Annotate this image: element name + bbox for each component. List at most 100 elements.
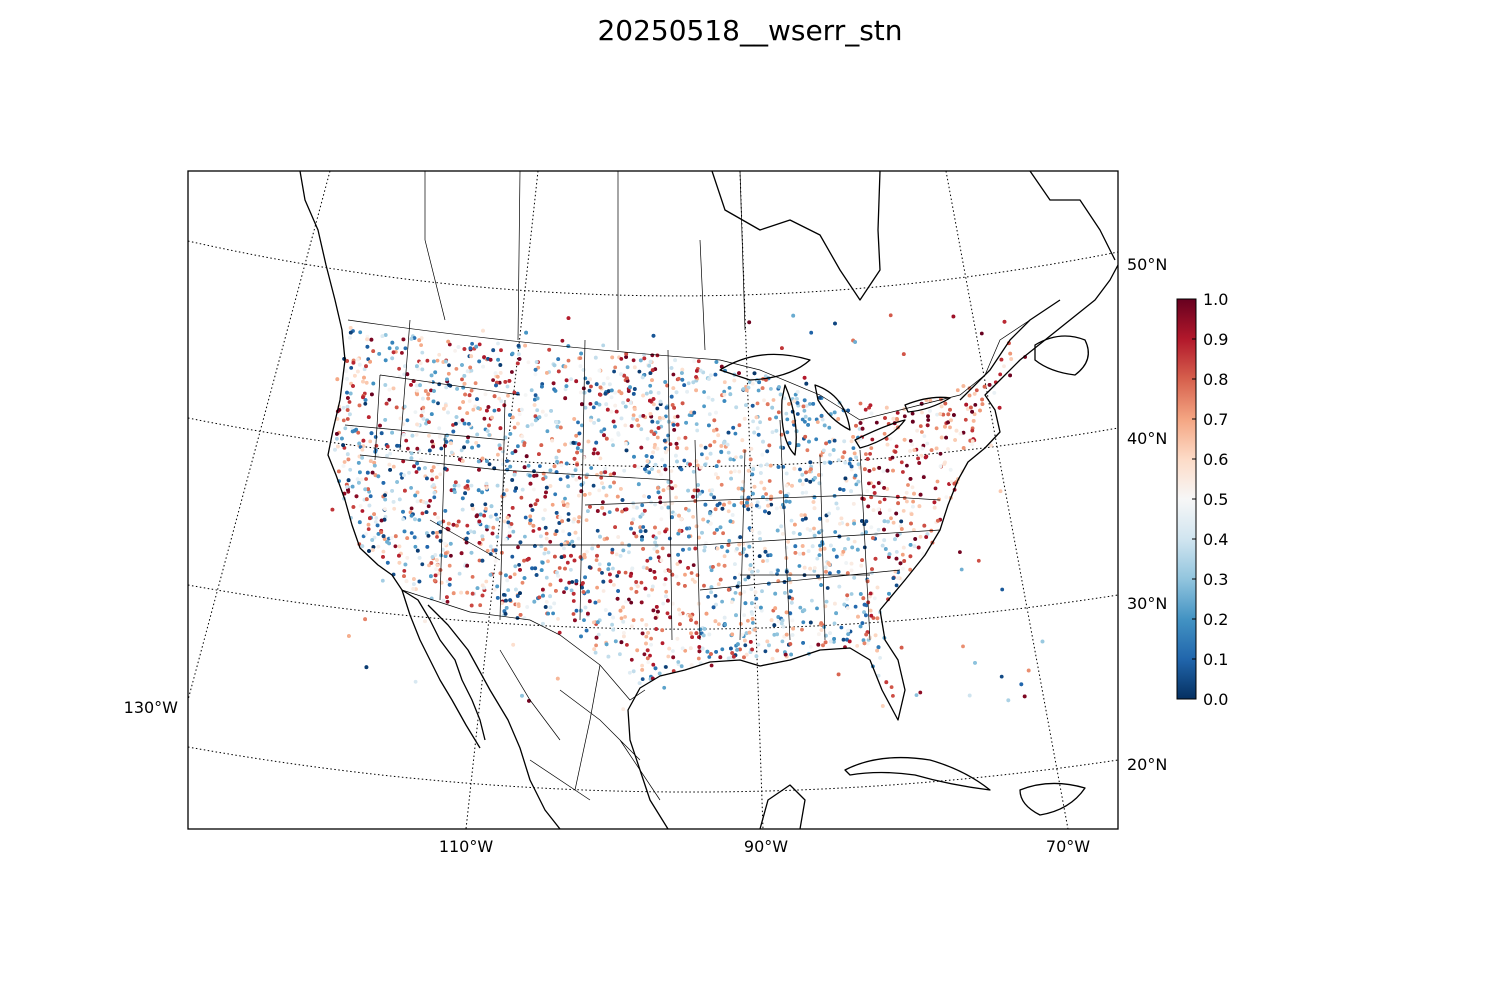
station-dot xyxy=(703,502,708,507)
station-dot xyxy=(383,514,388,519)
station-dot xyxy=(755,605,759,609)
station-dot xyxy=(598,392,603,397)
station-dot xyxy=(579,351,583,356)
station-dot xyxy=(601,343,606,348)
station-dot xyxy=(698,491,702,496)
station-dot xyxy=(785,417,790,422)
station-dot xyxy=(590,543,595,548)
station-dot xyxy=(641,414,646,418)
station-dot xyxy=(808,460,813,465)
station-dot xyxy=(733,591,738,595)
station-dot xyxy=(618,652,622,657)
station-dot xyxy=(971,419,976,423)
station-dot xyxy=(964,402,969,407)
station-dot xyxy=(403,488,407,493)
station-dot xyxy=(815,606,819,611)
station-dot xyxy=(556,573,560,578)
station-dot xyxy=(504,488,509,492)
station-dot xyxy=(364,532,368,536)
station-dot xyxy=(507,534,512,538)
station-dot xyxy=(421,409,425,414)
station-dot xyxy=(474,344,479,349)
station-dot xyxy=(845,597,849,602)
station-dot xyxy=(533,393,538,398)
station-dot xyxy=(707,423,711,428)
station-dot xyxy=(713,619,718,624)
station-dot xyxy=(790,483,794,488)
station-dot xyxy=(505,515,510,520)
station-dot xyxy=(689,618,693,622)
station-dot xyxy=(694,375,698,379)
station-dot xyxy=(974,388,979,393)
station-dot xyxy=(606,567,611,571)
station-dot xyxy=(598,385,603,390)
station-dot xyxy=(791,530,796,535)
station-dot xyxy=(831,448,836,452)
station-dot xyxy=(625,365,630,370)
station-dot xyxy=(676,531,681,536)
station-dot xyxy=(391,350,396,355)
station-dot xyxy=(669,394,674,399)
station-dot xyxy=(446,339,451,344)
station-dot xyxy=(363,617,367,622)
station-dot xyxy=(686,566,690,570)
station-dot xyxy=(678,559,682,564)
station-dot xyxy=(876,507,881,512)
station-dot xyxy=(750,647,754,652)
station-dot xyxy=(692,488,697,493)
station-dot xyxy=(683,584,687,588)
station-dot xyxy=(602,512,607,516)
station-dot xyxy=(604,642,609,647)
station-dot xyxy=(725,549,730,554)
station-dot xyxy=(726,430,731,435)
station-dot xyxy=(530,422,534,427)
station-dot xyxy=(629,586,634,591)
station-dot xyxy=(751,419,755,424)
station-dot xyxy=(503,612,508,616)
station-dot xyxy=(772,632,777,637)
station-dot xyxy=(427,420,431,424)
station-dot xyxy=(451,423,455,427)
station-dot xyxy=(491,348,496,353)
station-dot xyxy=(908,554,913,559)
station-dot xyxy=(365,470,370,475)
station-dot xyxy=(955,388,960,393)
colorbar-tick-label: 0.8 xyxy=(1203,370,1228,389)
station-dot xyxy=(675,636,680,641)
station-dot xyxy=(685,389,689,394)
station-dot xyxy=(747,544,752,549)
station-dot xyxy=(735,648,739,652)
station-dot xyxy=(403,364,407,368)
station-dot xyxy=(431,444,435,449)
station-dot xyxy=(718,525,723,530)
station-dot xyxy=(812,495,817,500)
station-dot xyxy=(638,529,643,534)
station-dot xyxy=(627,550,631,555)
station-dot xyxy=(727,538,732,543)
station-dot xyxy=(715,527,719,532)
station-dot xyxy=(505,384,510,389)
station-dot xyxy=(541,477,546,481)
station-dot xyxy=(495,596,500,600)
station-dot xyxy=(917,504,922,509)
station-dot xyxy=(484,481,489,486)
station-dot xyxy=(374,443,379,448)
station-dot xyxy=(684,446,689,451)
station-dot xyxy=(853,604,858,609)
station-dot xyxy=(587,388,592,393)
station-dot xyxy=(532,487,536,492)
station-dot xyxy=(742,449,747,453)
station-dot xyxy=(694,620,699,625)
station-dot xyxy=(987,383,992,387)
station-dot xyxy=(541,593,545,598)
station-dot xyxy=(364,364,368,369)
station-dot xyxy=(550,502,555,507)
station-dot xyxy=(662,582,667,587)
station-dot xyxy=(761,559,765,563)
station-dot xyxy=(463,485,468,490)
station-dot xyxy=(660,628,665,633)
station-dot xyxy=(716,582,721,586)
station-dot xyxy=(767,511,771,515)
station-dot xyxy=(720,506,725,511)
station-dot xyxy=(843,476,848,481)
